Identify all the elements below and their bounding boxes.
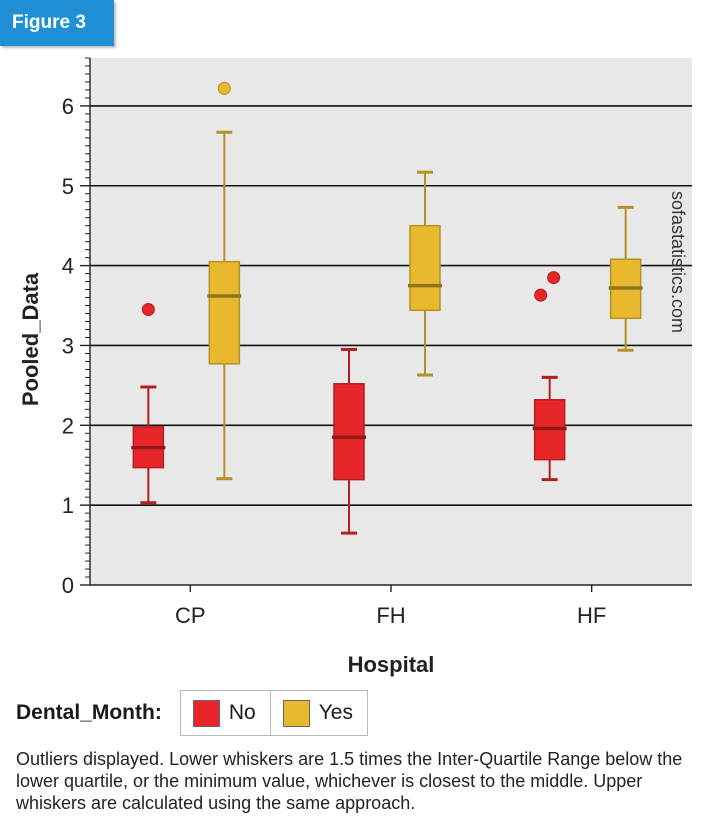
x-tick-label: FH <box>376 603 405 628</box>
x-tick-label: CP <box>175 603 206 628</box>
legend-swatch-yes <box>282 699 310 727</box>
y-tick-label: 6 <box>62 94 74 119</box>
legend-label-yes: Yes <box>318 701 353 724</box>
legend-label-no: No <box>228 701 256 724</box>
outlier-point <box>217 81 231 95</box>
box-yes-fh <box>408 170 442 377</box>
footnote: Outliers displayed. Lower whiskers are 1… <box>16 749 683 813</box>
box-no-fh <box>332 347 366 535</box>
y-tick-label: 0 <box>62 573 74 598</box>
boxes <box>131 81 643 535</box>
gridlines <box>90 105 692 506</box>
box-no-hf <box>532 271 567 482</box>
y-tick-label: 2 <box>62 413 74 438</box>
box-iqr <box>409 224 441 312</box>
outlier-point <box>534 288 548 302</box>
legend-swatch-no <box>192 699 220 727</box>
legend-item-yes: Yes <box>269 691 367 735</box>
legend-item-no: No <box>181 691 270 735</box>
y-tick-label: 3 <box>62 333 74 358</box>
box-yes-cp <box>207 81 242 481</box>
legend-title: Dental_Month: <box>16 701 162 724</box>
legend: Dental_Month: No Yes <box>16 690 368 736</box>
box-iqr <box>208 260 241 365</box>
figure-label: Figure 3 <box>0 0 114 46</box>
box-iqr <box>333 383 365 481</box>
x-tick-label: HF <box>577 603 606 628</box>
outlier-point <box>141 303 155 317</box>
legend-box: No Yes <box>179 690 368 736</box>
plot-area <box>90 58 692 585</box>
y-axis-label: Pooled_Data <box>18 272 43 406</box>
box-no-cp <box>131 303 166 505</box>
y-tick-label: 4 <box>62 254 74 279</box>
y-tick-label: 1 <box>62 493 74 518</box>
y-axis: 0 1 2 3 4 5 6 CP FH HF <box>62 57 692 628</box>
box-yes-hf <box>608 205 643 352</box>
outlier-point <box>547 271 561 285</box>
y-tick-label: 5 <box>62 174 74 199</box>
x-axis-label: Hospital <box>348 652 435 677</box>
box-plot-chart: 0 1 2 3 4 5 6 CP FH HF Hospital Pooled_Data sofas… <box>18 57 692 677</box>
watermark-text: sofastatistics.com <box>668 191 688 333</box>
